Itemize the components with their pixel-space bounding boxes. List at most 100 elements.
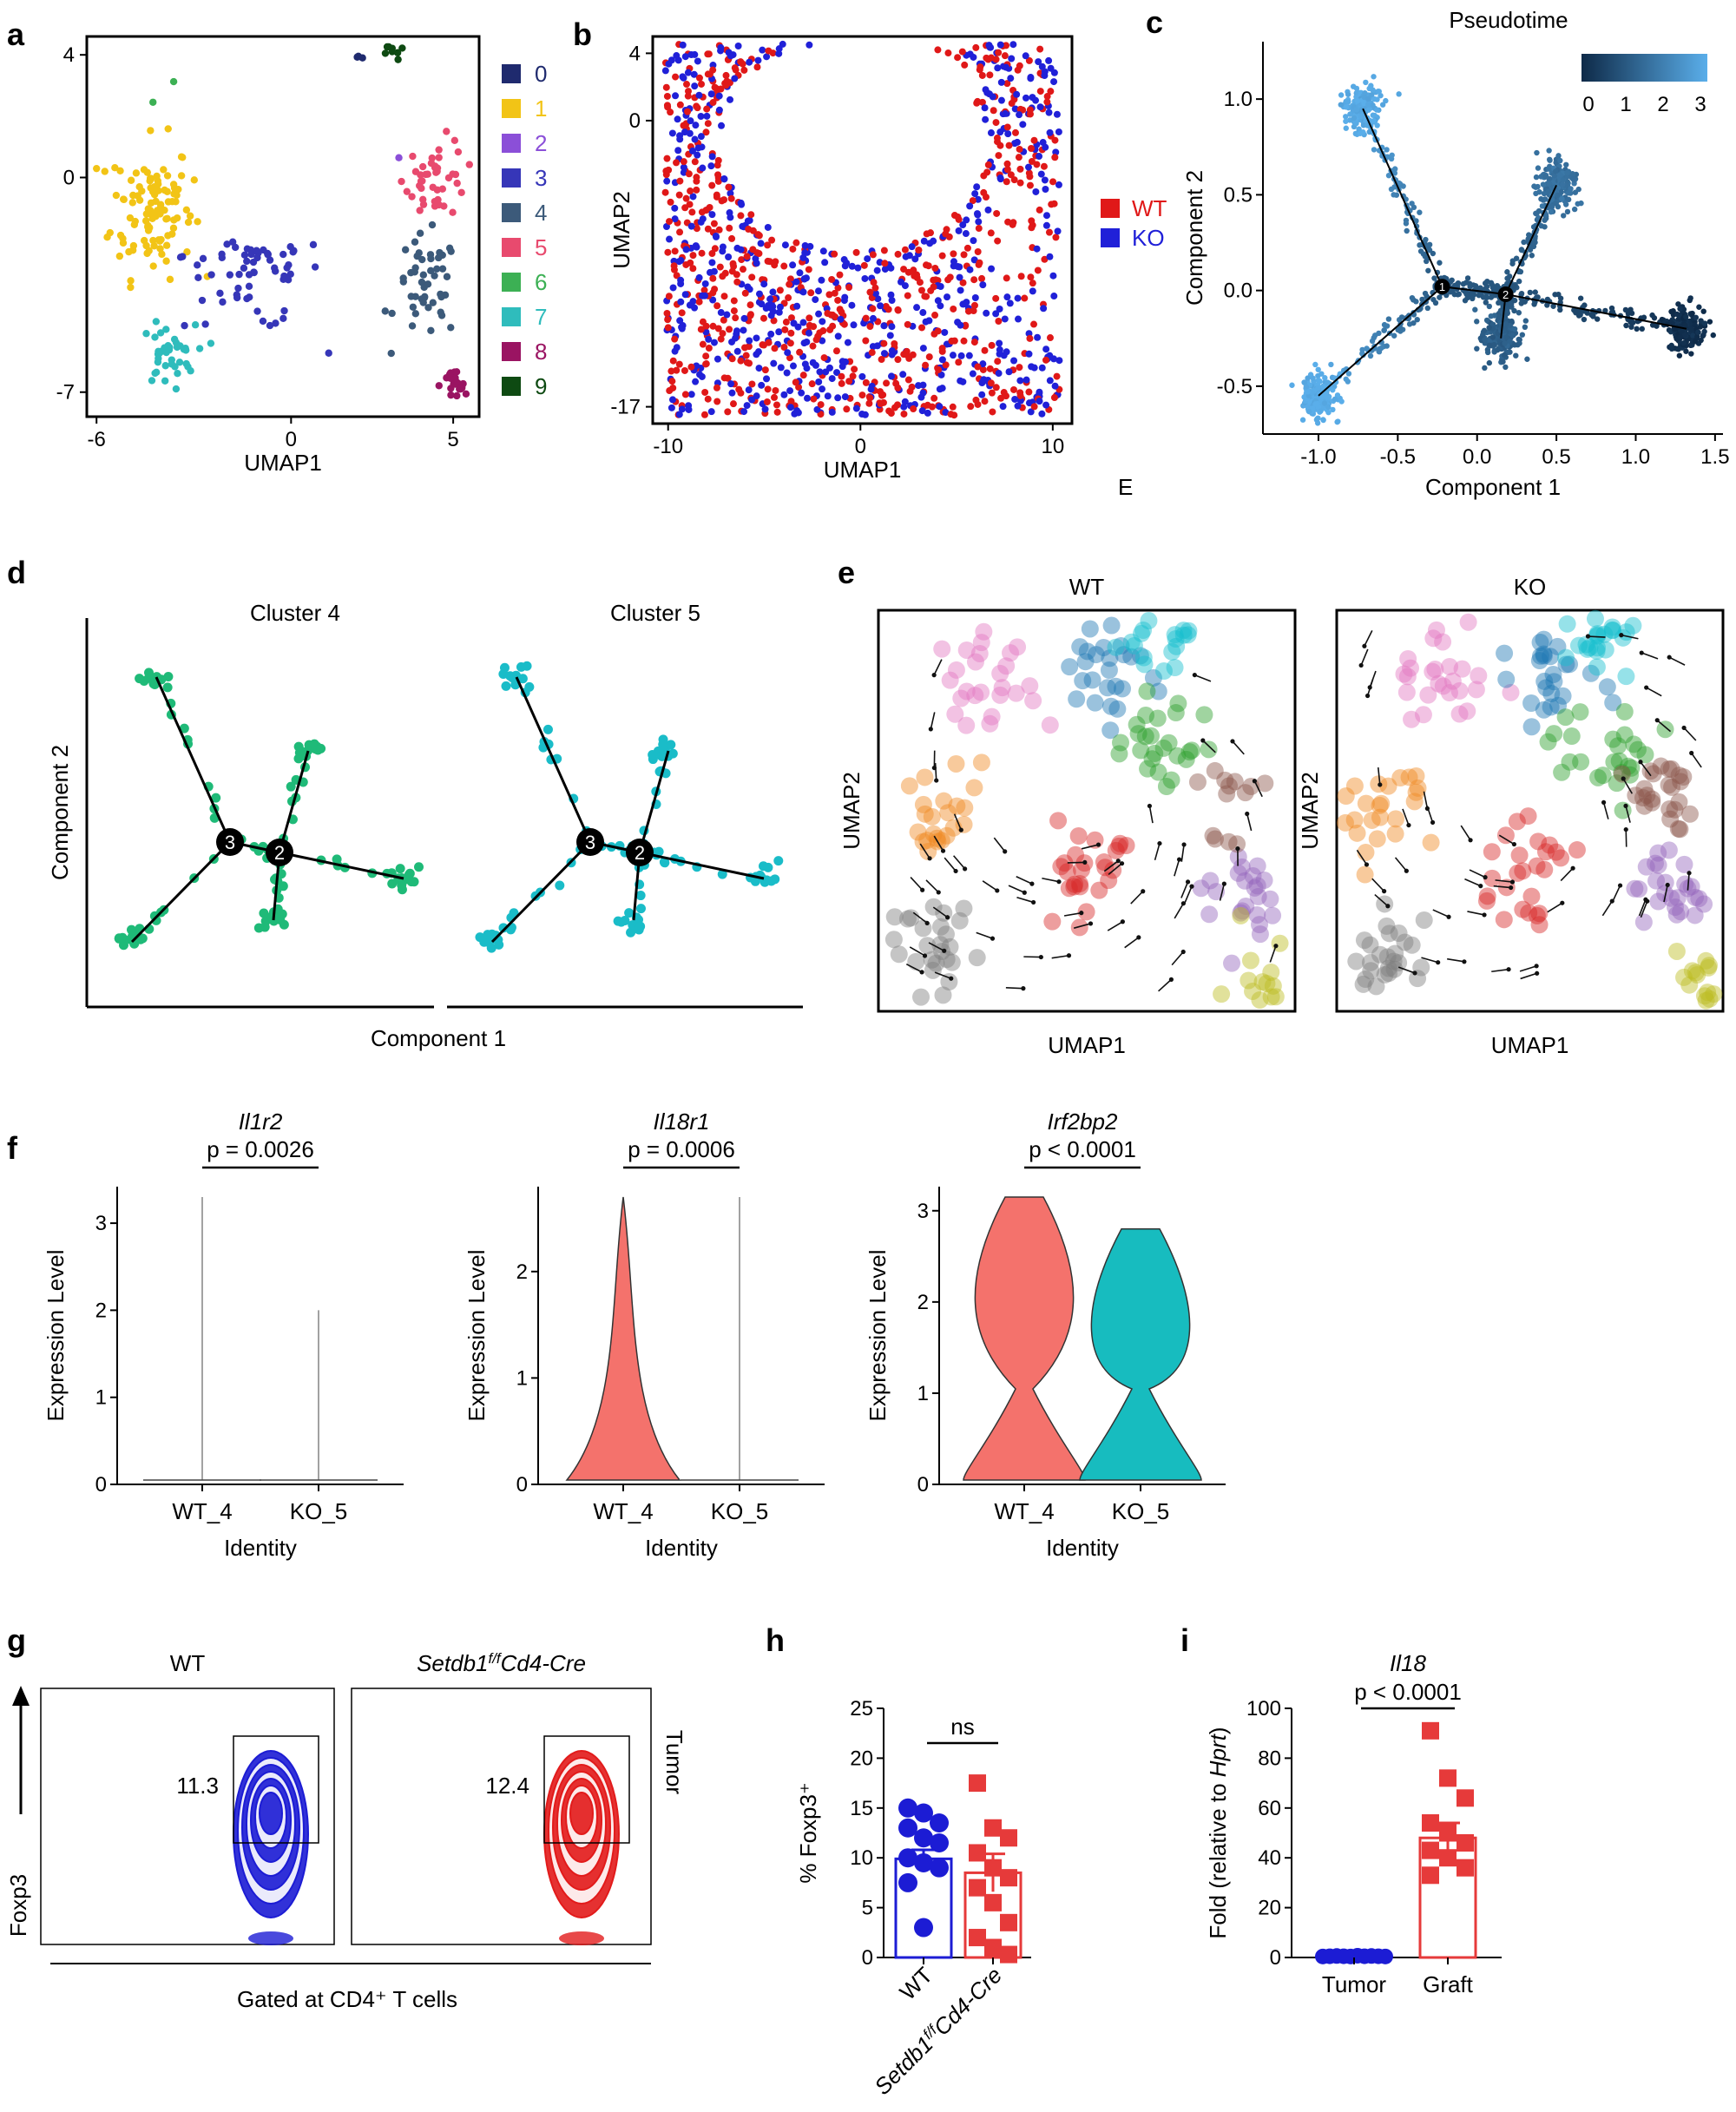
y-arrow-head	[12, 1686, 30, 1706]
pseudotime-point	[1494, 282, 1501, 289]
velocity-cell	[1535, 647, 1553, 665]
pseudotime-point	[1545, 188, 1552, 194]
ko-point	[799, 288, 807, 296]
velocity-cell	[1470, 667, 1488, 685]
ko-point	[963, 216, 970, 224]
pseudotime-point	[1710, 332, 1716, 339]
branch-node	[1497, 286, 1514, 303]
wt-point	[954, 54, 962, 62]
velocity-cell	[1426, 661, 1444, 679]
velocity-cell	[916, 768, 934, 786]
wt-point	[882, 303, 890, 311]
ko-point	[679, 41, 687, 49]
pseudotime-point	[1550, 303, 1556, 309]
velocity-arrowhead	[1362, 643, 1367, 648]
wt-point	[948, 337, 956, 345]
branch-node	[576, 828, 604, 856]
pseudotime-point	[1396, 91, 1402, 97]
velocity-cell	[1345, 777, 1364, 795]
cluster-1-point	[134, 192, 141, 200]
wt-point	[786, 339, 794, 347]
ko-point	[696, 371, 704, 378]
velocity-cell	[1625, 735, 1643, 753]
velocity-cell	[968, 949, 986, 967]
velocity-cell	[1083, 671, 1101, 689]
wt-point	[975, 225, 983, 233]
wt-point	[930, 394, 938, 402]
pseudotime-point	[1503, 334, 1509, 340]
ko-point	[987, 129, 995, 137]
ko-point	[687, 391, 695, 398]
velocity-cell	[1136, 727, 1154, 746]
velocity-arrowhead	[1436, 960, 1441, 965]
velocity-cell	[1361, 953, 1379, 971]
pseudotime-point	[1404, 227, 1410, 234]
velocity-cell	[1558, 615, 1576, 633]
velocity-arrowhead	[928, 727, 933, 732]
velocity-cell	[924, 961, 942, 979]
velocity-cell	[957, 641, 976, 659]
velocity-cell	[1112, 734, 1130, 752]
cluster-1-point	[127, 176, 135, 184]
wt-point	[935, 365, 943, 373]
velocity-cell	[1078, 642, 1096, 661]
wt-point	[1036, 88, 1044, 95]
cell-point	[634, 924, 644, 935]
panel-h-y-tick-label: 5	[862, 1897, 873, 1920]
panel-a-x-label: UMAP1	[244, 450, 322, 476]
wt-point	[709, 322, 717, 330]
velocity-cell	[1545, 725, 1563, 743]
wt-point	[1026, 181, 1034, 189]
velocity-cell	[1557, 648, 1575, 667]
velocity-cell	[931, 918, 950, 936]
velocity-cell	[1134, 648, 1153, 667]
velocity-cell	[1588, 658, 1606, 676]
wt-point	[976, 259, 983, 266]
velocity-cell	[972, 634, 990, 652]
cell-point	[773, 856, 784, 866]
velocity-cell	[965, 779, 983, 797]
cluster-3-point	[198, 296, 207, 305]
pseudotime-point	[1509, 332, 1516, 339]
panel-f-2-y-tick-label: 1	[917, 1382, 929, 1405]
velocity-cell	[1588, 626, 1607, 644]
wt-point	[700, 411, 708, 418]
cluster-1-point	[128, 199, 136, 207]
velocity-cell	[1705, 985, 1723, 1003]
velocity-cell	[1672, 903, 1690, 921]
velocity-arrowhead	[1468, 838, 1473, 843]
velocity-cell	[935, 904, 953, 922]
ko-point	[813, 405, 821, 413]
cluster-3-point	[235, 270, 243, 279]
ko-point	[983, 309, 990, 317]
velocity-stream	[1656, 720, 1672, 733]
panel-h-y-tick-label: 10	[850, 1846, 873, 1870]
data-point	[1000, 1913, 1017, 1931]
cluster-3-point	[199, 254, 207, 263]
pseudotime-point	[1557, 157, 1563, 164]
ko-point	[897, 278, 904, 286]
ko-point	[733, 347, 741, 355]
velocity-stream	[993, 837, 1006, 852]
ko-point	[727, 95, 734, 103]
velocity-stream	[933, 835, 944, 852]
velocity-cell	[970, 644, 989, 662]
wt-point	[834, 296, 842, 304]
cluster-3-point	[176, 253, 185, 261]
velocity-cell	[1663, 778, 1681, 796]
cluster-3-point	[245, 282, 253, 291]
wt-point	[930, 283, 937, 291]
wt-point	[903, 351, 911, 359]
density-contour	[569, 1792, 594, 1835]
ylabel-gene: Hprt	[1205, 1733, 1231, 1777]
velocity-cell	[1617, 668, 1635, 686]
ko-point	[1027, 75, 1035, 82]
cluster-3-point	[264, 251, 272, 259]
wt-point	[670, 266, 678, 273]
branch-node	[626, 839, 654, 866]
ylabel-pre: Fold (relative to	[1205, 1777, 1231, 1938]
velocity-arrowhead	[1667, 655, 1672, 660]
velocity-cell	[1647, 872, 1666, 890]
wt-point	[737, 389, 745, 397]
pseudotime-point	[1371, 74, 1377, 80]
